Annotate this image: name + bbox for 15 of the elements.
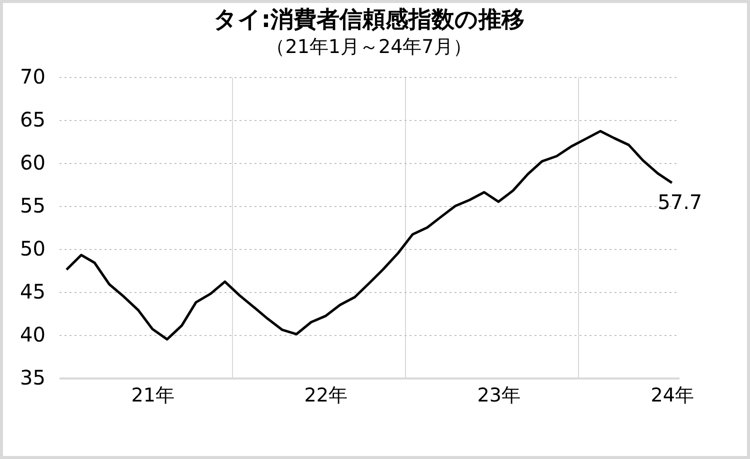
y-tick-label: 65 bbox=[20, 108, 46, 132]
annotation: 57.7 bbox=[658, 190, 702, 214]
y-tick-label: 60 bbox=[20, 150, 46, 174]
y-tick-label: 50 bbox=[20, 236, 46, 260]
y-tick-label: 45 bbox=[20, 280, 46, 304]
x-tick-label: 24年 bbox=[650, 384, 694, 406]
y-tick-label: 35 bbox=[20, 366, 46, 390]
y-tick-label: 70 bbox=[20, 64, 46, 88]
x-tick-label: 22年 bbox=[304, 384, 348, 406]
x-tick-label: 21年 bbox=[131, 384, 174, 406]
chart-subtitle: （21年1月～24年7月） bbox=[266, 36, 472, 58]
chart-title: タイ:消費者信頼感指数の推移 bbox=[213, 7, 525, 33]
x-tick-label: 23年 bbox=[477, 384, 520, 406]
y-tick-label: 55 bbox=[20, 194, 46, 218]
y-tick-label: 40 bbox=[20, 322, 46, 346]
